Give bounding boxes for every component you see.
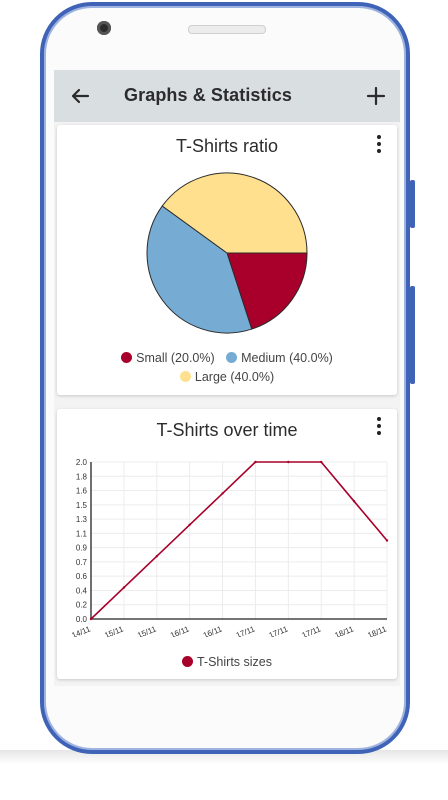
y-tick-label: 0.4 <box>76 586 88 595</box>
x-tick-label: 18/11 <box>333 624 355 637</box>
pie-slice-small[interactable] <box>226 252 308 330</box>
y-tick-label: 0.7 <box>76 558 88 567</box>
x-tick-label: 16/11 <box>202 624 224 637</box>
y-tick-label: 0.6 <box>76 572 88 581</box>
data-point[interactable] <box>122 586 126 589</box>
data-point[interactable] <box>155 555 158 558</box>
line-chart-card: T-Shirts over time 0.0 0.2 0.4 0.6 0.7 0.9 1.1… <box>57 409 397 679</box>
x-tick-label: 15/11 <box>103 624 125 637</box>
y-tick-label: 1.8 <box>76 472 88 481</box>
data-point[interactable] <box>188 523 191 526</box>
x-tick-label: 17/11 <box>301 624 323 637</box>
y-tick-label: 1.1 <box>76 529 88 538</box>
app-bar: Graphs & Statistics <box>54 70 400 122</box>
front-camera <box>97 21 111 35</box>
data-point[interactable] <box>320 460 323 464</box>
more-vert-icon[interactable] <box>371 133 391 155</box>
x-tick-label: 17/11 <box>268 624 290 637</box>
y-tick-label: 0.9 <box>76 544 88 553</box>
y-tick-label: 2.0 <box>76 458 88 467</box>
pie-chart <box>146 172 308 334</box>
legend-item-large[interactable]: Large (40.0%) <box>179 370 275 384</box>
y-tick-label: 0.2 <box>76 601 88 610</box>
data-point[interactable] <box>221 492 224 495</box>
data-point[interactable] <box>254 460 257 464</box>
data-point[interactable] <box>287 460 290 464</box>
volume-button <box>410 286 415 384</box>
legend-swatch-large <box>179 371 191 382</box>
y-tick-label: 0.0 <box>76 615 88 624</box>
earpiece-speaker <box>188 25 266 34</box>
legend-swatch-tshirt-sizes <box>181 656 193 667</box>
x-tick-label: 14/11 <box>70 624 92 637</box>
y-tick-label: 1.6 <box>76 487 88 496</box>
x-tick-label: 16/11 <box>169 624 191 637</box>
pie-legend-row-1: Small (20.0%) Medium (40.0%) <box>57 351 397 365</box>
x-tick-label: 18/11 <box>366 624 388 637</box>
data-point[interactable] <box>89 617 93 621</box>
legend-label-large: Large (40.0%) <box>194 370 275 384</box>
series-line-tshirt-sizes[interactable] <box>90 461 388 620</box>
more-vert-icon[interactable] <box>371 415 391 437</box>
page-title: Graphs & Statistics <box>124 85 292 105</box>
line-chart-title: T-Shirts over time <box>156 420 298 440</box>
data-point[interactable] <box>385 539 389 542</box>
pie-chart-title: T-Shirts ratio <box>175 136 279 156</box>
data-point[interactable] <box>352 500 356 503</box>
pie-slice-large[interactable] <box>161 172 308 254</box>
y-tick-label: 1.3 <box>76 515 88 524</box>
legend-item-medium[interactable]: Medium (40.0%) <box>226 351 333 365</box>
line-legend: T-Shirts sizes <box>57 655 397 669</box>
legend-label-medium: Medium (40.0%) <box>241 351 333 365</box>
x-tick-label: 17/11 <box>235 624 257 637</box>
pie-chart-card: T-Shirts ratio Small (20.0%) Medium (40.… <box>57 125 397 395</box>
arrow-left-icon[interactable] <box>66 82 94 110</box>
legend-item-tshirt-sizes[interactable]: T-Shirts sizes <box>181 655 272 669</box>
legend-swatch-small <box>121 352 133 363</box>
y-tick-label: 1.5 <box>76 501 88 510</box>
app-screen: Graphs & Statistics T-Shirts ratio Small… <box>54 70 400 686</box>
pie-legend-row-2: Large (40.0%) <box>57 370 397 384</box>
legend-swatch-medium <box>226 352 238 363</box>
x-tick-label: 15/11 <box>136 624 158 637</box>
legend-item-small[interactable]: Small (20.0%) <box>121 351 215 365</box>
pie-slice-medium[interactable] <box>146 205 253 334</box>
plus-icon[interactable] <box>362 82 390 110</box>
legend-label-small: Small (20.0%) <box>136 351 215 365</box>
power-button <box>410 180 415 228</box>
line-chart: 0.0 0.2 0.4 0.6 0.7 0.9 1.1 1.3 1.5 1.6 1.8 2.0 14/… <box>70 458 389 637</box>
legend-label-tshirt-sizes: T-Shirts sizes <box>196 655 272 669</box>
